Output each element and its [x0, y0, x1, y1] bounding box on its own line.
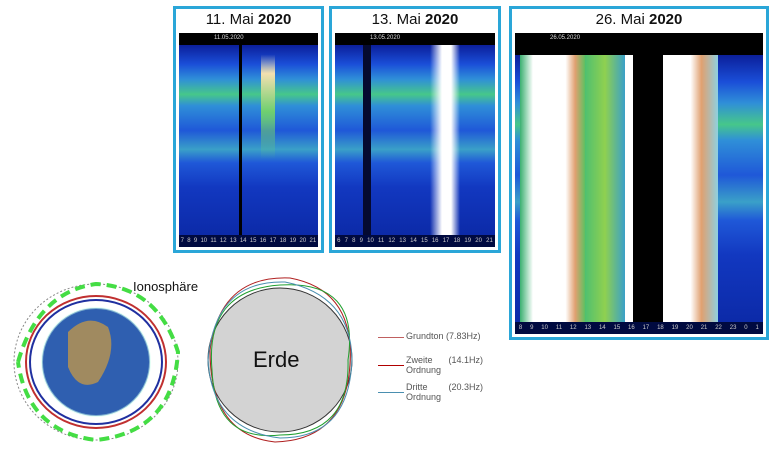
tick-label: 21	[486, 238, 493, 244]
earth-label: Erde	[253, 347, 300, 372]
legend-item: Zweite Ordnung (14.1Hz)	[378, 355, 483, 375]
panel-title: 13. Mai 2020	[371, 11, 459, 28]
tick-label: 14	[239, 238, 247, 244]
panel-title: 11. Mai 2020	[205, 11, 292, 28]
tick-label: 10	[200, 238, 208, 244]
tick-label: 23	[729, 325, 737, 331]
panel-title: 26. Mai 2020	[595, 11, 683, 28]
legend-item: Dritte Ordnung (20.3Hz)	[378, 382, 483, 402]
tick-label: 7	[180, 238, 184, 244]
tick-label: 15	[420, 238, 428, 244]
tick-label: 9	[530, 325, 534, 331]
ionosphere-label: Ionosphäre	[133, 279, 199, 294]
tick-label: 17	[442, 238, 450, 244]
spectrogram-panel-1: 11. Mai 2020 11.05.2020 7 8 9 10 11 12 13 14 15 1…	[173, 6, 324, 253]
tick-label: 14	[598, 325, 606, 331]
tick-label: 18	[279, 238, 287, 244]
tick-label: 8	[187, 238, 191, 244]
tick-label: 21	[309, 238, 317, 244]
tick-label: 10	[541, 325, 548, 331]
tick-label: 16	[628, 325, 635, 331]
tick-label: 20	[299, 238, 307, 244]
tick-label: 12	[388, 238, 396, 244]
tick-label: 10	[367, 238, 374, 244]
tick-label: 0	[744, 325, 748, 331]
tick-label: 15	[249, 238, 257, 244]
time-axis: 7 8 9 10 11 12 13 14 15 16 17 18 19 20 21	[179, 235, 318, 247]
tick-label: 9	[193, 238, 198, 244]
tick-label: 11	[378, 238, 385, 244]
tick-label: 17	[269, 238, 277, 244]
spectrogram-date: 11.05.2020	[214, 35, 244, 41]
tick-label: 11	[555, 325, 563, 331]
tick-label: 16	[259, 238, 267, 244]
spectrogram: 13.05.2020 6 7 8 9 10 11 12 13 14 15 16 17 18 19 20 21	[335, 33, 495, 247]
spectrogram-date: 26.05.2020	[550, 35, 581, 41]
tick-label: 18	[453, 238, 461, 244]
tick-label: 13	[399, 238, 406, 244]
earth-resonance-diagram	[207, 277, 353, 443]
tick-label: 19	[671, 325, 679, 331]
tick-label: 21	[700, 325, 708, 331]
tick-label: 7	[344, 238, 348, 244]
tick-label: 19	[464, 238, 472, 244]
spectrogram: 26.05.2020 8 9 10 11 12 13 14 15 16 17 18 19 20 21 22 2…	[515, 33, 763, 334]
tick-label: 14	[410, 238, 417, 244]
tick-label: 12	[219, 238, 227, 244]
tick-label: 9	[359, 238, 363, 244]
spectrogram-panel-3: 26. Mai 2020 26.05.2020 8 9 10 11 12 13 14 15 16…	[509, 6, 769, 340]
tick-label: 13	[229, 238, 237, 244]
tick-label: 20	[686, 325, 693, 331]
time-axis: 6 7 8 9 10 11 12 13 14 15 16 17 18 19 20 21	[335, 235, 495, 247]
tick-label: 6	[337, 238, 341, 244]
spectrogram-date: 13.05.2020	[370, 35, 401, 41]
tick-label: 11	[210, 238, 217, 244]
tick-label: 8	[518, 325, 523, 331]
tick-label: 12	[569, 325, 577, 331]
tick-label: 15	[613, 325, 621, 331]
tick-label: 1	[755, 325, 759, 331]
tick-label: 8	[352, 238, 356, 244]
legend-item: Grundton (7.83Hz)	[378, 331, 481, 341]
tick-label: 13	[584, 325, 592, 331]
tick-label: 19	[289, 238, 297, 244]
tick-label: 16	[431, 238, 439, 244]
tick-label: 22	[715, 325, 722, 331]
tick-label: 18	[657, 325, 664, 331]
globe-ionosphere-diagram	[13, 281, 181, 443]
spectrogram-panel-2: 13. Mai 2020 13.05.2020 6 7 8 9 10 11 12 13 14 15…	[329, 6, 501, 253]
time-axis: 8 9 10 11 12 13 14 15 16 17 18 19 20 21 22 23 0 1	[515, 322, 763, 334]
spectrogram: 11.05.2020 7 8 9 10 11 12 13 14 15 16 17 18 19 20 21	[179, 33, 318, 247]
tick-label: 17	[642, 325, 650, 331]
tick-label: 20	[475, 238, 482, 244]
